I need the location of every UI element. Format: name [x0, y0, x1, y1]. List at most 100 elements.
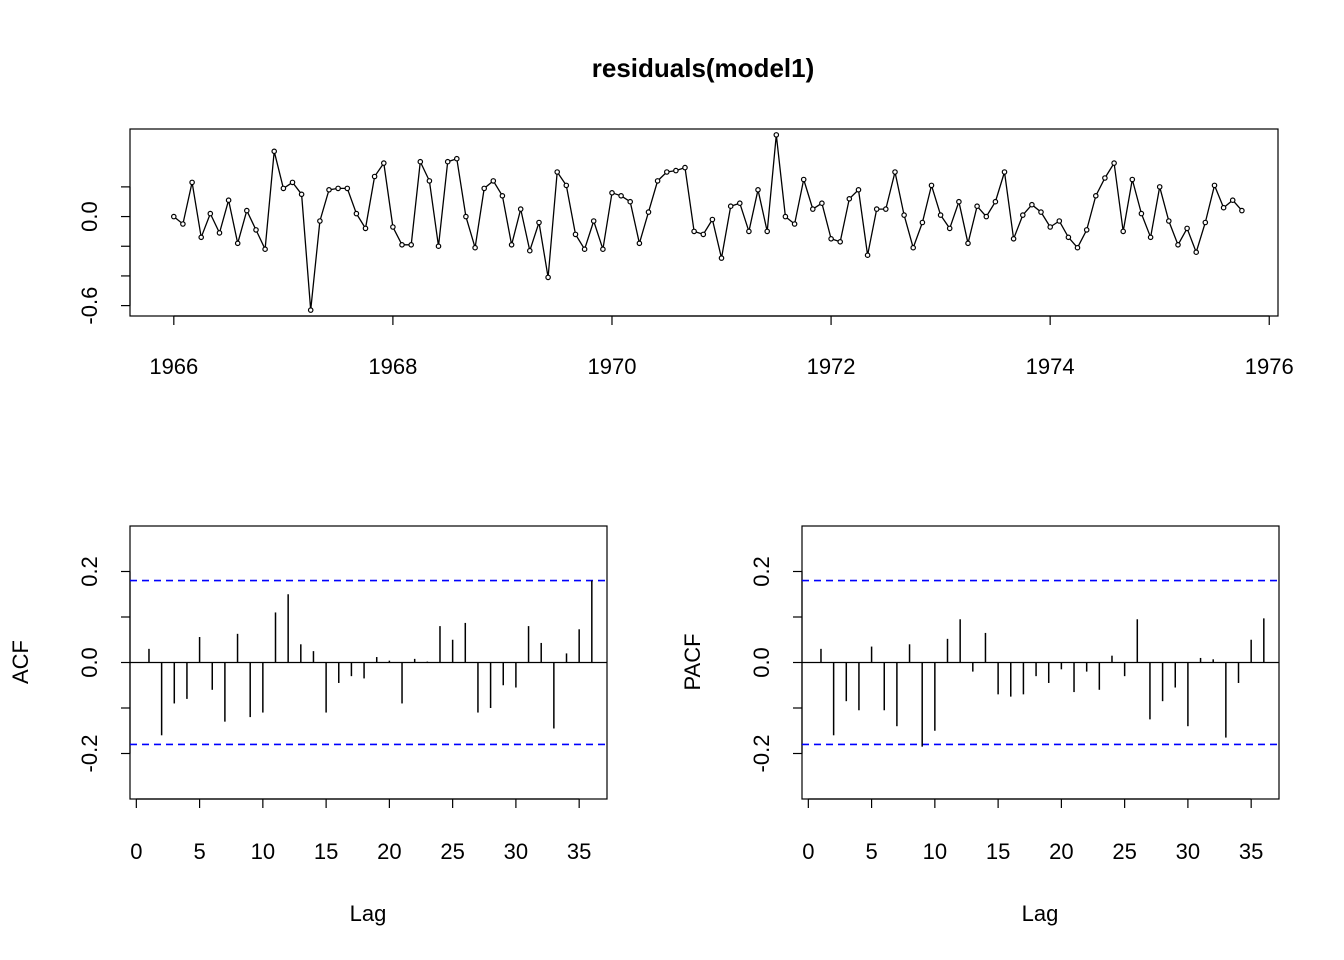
data-point — [600, 246, 606, 253]
data-point — [773, 132, 780, 138]
data-point — [472, 244, 478, 251]
series-residuals — [171, 132, 1245, 313]
data-point — [271, 148, 278, 155]
x-tick-label: 5 — [865, 839, 877, 864]
x-tick-label: 20 — [377, 839, 401, 864]
x-tick-label: 30 — [1176, 839, 1200, 864]
data-point — [189, 179, 195, 186]
data-point — [1202, 219, 1209, 226]
data-point — [353, 210, 360, 217]
x-tick-label: 1970 — [588, 354, 637, 379]
data-point — [819, 200, 825, 207]
x-tick-label: 10 — [923, 839, 947, 864]
data-point — [463, 213, 469, 220]
y-tick-label: 0.2 — [77, 556, 102, 587]
data-point — [280, 185, 287, 192]
data-point — [526, 247, 533, 254]
data-point — [983, 213, 990, 220]
pacf-panel: 0 5 10 15 20 25 30 35 -0.2 0.0 0.2 Lag PACF — [680, 525, 1280, 926]
x-tick-label: 25 — [1112, 839, 1136, 864]
data-point — [901, 212, 907, 218]
data-point — [216, 230, 223, 236]
data-point — [974, 203, 980, 210]
data-point — [371, 173, 378, 180]
data-point — [234, 240, 241, 247]
y-axis: -0.2 0.0 0.2 — [749, 556, 803, 773]
x-tick-label: 1976 — [1245, 354, 1294, 379]
data-point — [1010, 236, 1017, 242]
y-tick-label: 0.0 — [77, 201, 102, 232]
data-point — [1156, 184, 1163, 190]
data-point — [654, 178, 661, 184]
data-point — [828, 236, 834, 242]
acf-bars — [130, 579, 607, 746]
data-point — [1093, 193, 1099, 199]
data-point — [180, 221, 186, 227]
x-tick-label: 5 — [193, 839, 205, 864]
data-point — [1220, 204, 1227, 211]
data-point — [253, 227, 259, 233]
data-point — [627, 198, 634, 205]
acf-panel: 0 5 10 15 20 25 30 35 -0.2 0.0 0.2 Lag ACF — [8, 525, 608, 926]
x-tick-label: 20 — [1049, 839, 1073, 864]
data-point — [755, 187, 761, 193]
data-point — [563, 182, 570, 189]
data-point — [636, 240, 643, 247]
pacf-bars — [802, 579, 1279, 747]
plot-frame — [129, 128, 1279, 317]
y-tick-label: -0.6 — [77, 287, 102, 325]
data-point — [663, 169, 670, 175]
data-point — [517, 206, 524, 212]
y-tick-label: -0.2 — [77, 735, 102, 773]
data-point — [1038, 209, 1044, 215]
data-point — [326, 187, 332, 193]
data-point — [435, 243, 442, 250]
y-tick-label: -0.2 — [749, 735, 774, 773]
data-point — [1211, 182, 1218, 189]
data-point — [709, 216, 716, 223]
x-axis-label: Lag — [350, 901, 387, 926]
data-point — [892, 169, 898, 175]
data-point — [171, 213, 177, 220]
x-tick-label: 25 — [440, 839, 464, 864]
data-point — [746, 228, 752, 235]
data-point — [910, 244, 917, 251]
data-point — [1047, 224, 1054, 230]
data-point — [572, 231, 579, 238]
x-tick-label: 15 — [314, 839, 338, 864]
y-tick-label: 0.0 — [749, 647, 774, 678]
x-tick-label: 0 — [130, 839, 142, 864]
data-point — [1001, 169, 1008, 175]
data-point — [965, 240, 971, 247]
data-point — [335, 185, 341, 192]
data-point — [864, 252, 871, 259]
data-point — [645, 209, 652, 215]
data-point — [554, 169, 561, 175]
y-tick-label: 0.0 — [77, 647, 102, 678]
data-point — [846, 196, 853, 202]
data-point — [1065, 234, 1072, 241]
data-point — [317, 218, 323, 224]
data-point — [873, 206, 880, 212]
x-tick-label: 0 — [802, 839, 814, 864]
data-point — [782, 213, 789, 220]
data-point — [426, 178, 433, 184]
data-point — [399, 242, 405, 248]
series-line — [173, 134, 1243, 311]
data-point — [946, 225, 953, 232]
x-tick-label: 1966 — [149, 354, 198, 379]
data-point — [691, 228, 697, 235]
data-point — [408, 242, 415, 248]
x-tick-label: 35 — [567, 839, 591, 864]
data-point — [800, 176, 807, 183]
data-point — [1184, 225, 1190, 232]
data-point — [499, 193, 506, 199]
x-tick-label: 1974 — [1026, 354, 1075, 379]
data-point — [225, 197, 232, 204]
x-axis: 1966 1968 1970 1972 1974 1976 — [149, 315, 1294, 379]
data-point — [1239, 207, 1245, 214]
data-point — [289, 179, 296, 186]
data-point — [736, 200, 743, 207]
data-point — [727, 203, 734, 210]
